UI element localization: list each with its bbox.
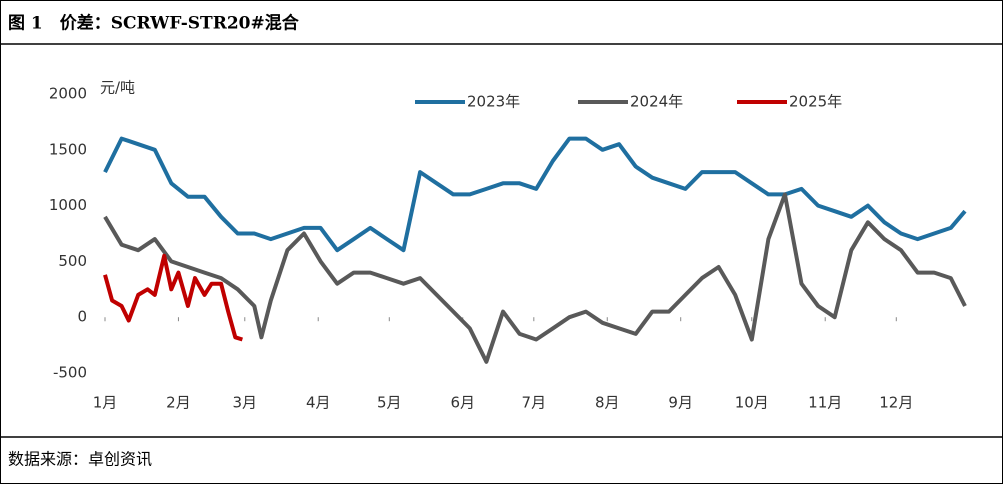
x-tick-label: 10月 <box>735 394 769 412</box>
series-line <box>103 192 967 364</box>
y-tick-label: 0 <box>77 308 87 326</box>
series-line <box>103 253 243 342</box>
legend-label: 2024年 <box>630 93 683 111</box>
legend-label: 2023年 <box>467 93 520 111</box>
x-tick-label: 2月 <box>166 394 191 412</box>
series-line <box>103 136 967 253</box>
x-tick-label: 12月 <box>879 394 913 412</box>
x-tick-label: 3月 <box>233 394 258 412</box>
y-tick-label: 500 <box>58 252 87 270</box>
y-tick-label: 1500 <box>49 140 87 158</box>
x-tick-label: 7月 <box>522 394 547 412</box>
x-tick-label: 8月 <box>595 394 620 412</box>
y-tick-label: -500 <box>53 364 87 382</box>
figure-title: 图 1 价差：SCRWF-STR20#混合 <box>8 13 300 34</box>
x-tick-label: 6月 <box>450 394 475 412</box>
x-tick-label: 9月 <box>668 394 693 412</box>
source: 数据来源：卓创资讯 <box>8 450 152 469</box>
legend-label: 2025年 <box>789 93 842 111</box>
y-axis-label: 元/吨 <box>100 79 135 97</box>
x-tick-label: 1月 <box>93 394 118 412</box>
x-tick-label: 11月 <box>808 394 842 412</box>
x-tick-label: 4月 <box>306 394 331 412</box>
x-tick-label: 5月 <box>377 394 402 412</box>
y-tick-label: 1000 <box>49 196 87 214</box>
y-tick-label: 2000 <box>49 85 87 103</box>
